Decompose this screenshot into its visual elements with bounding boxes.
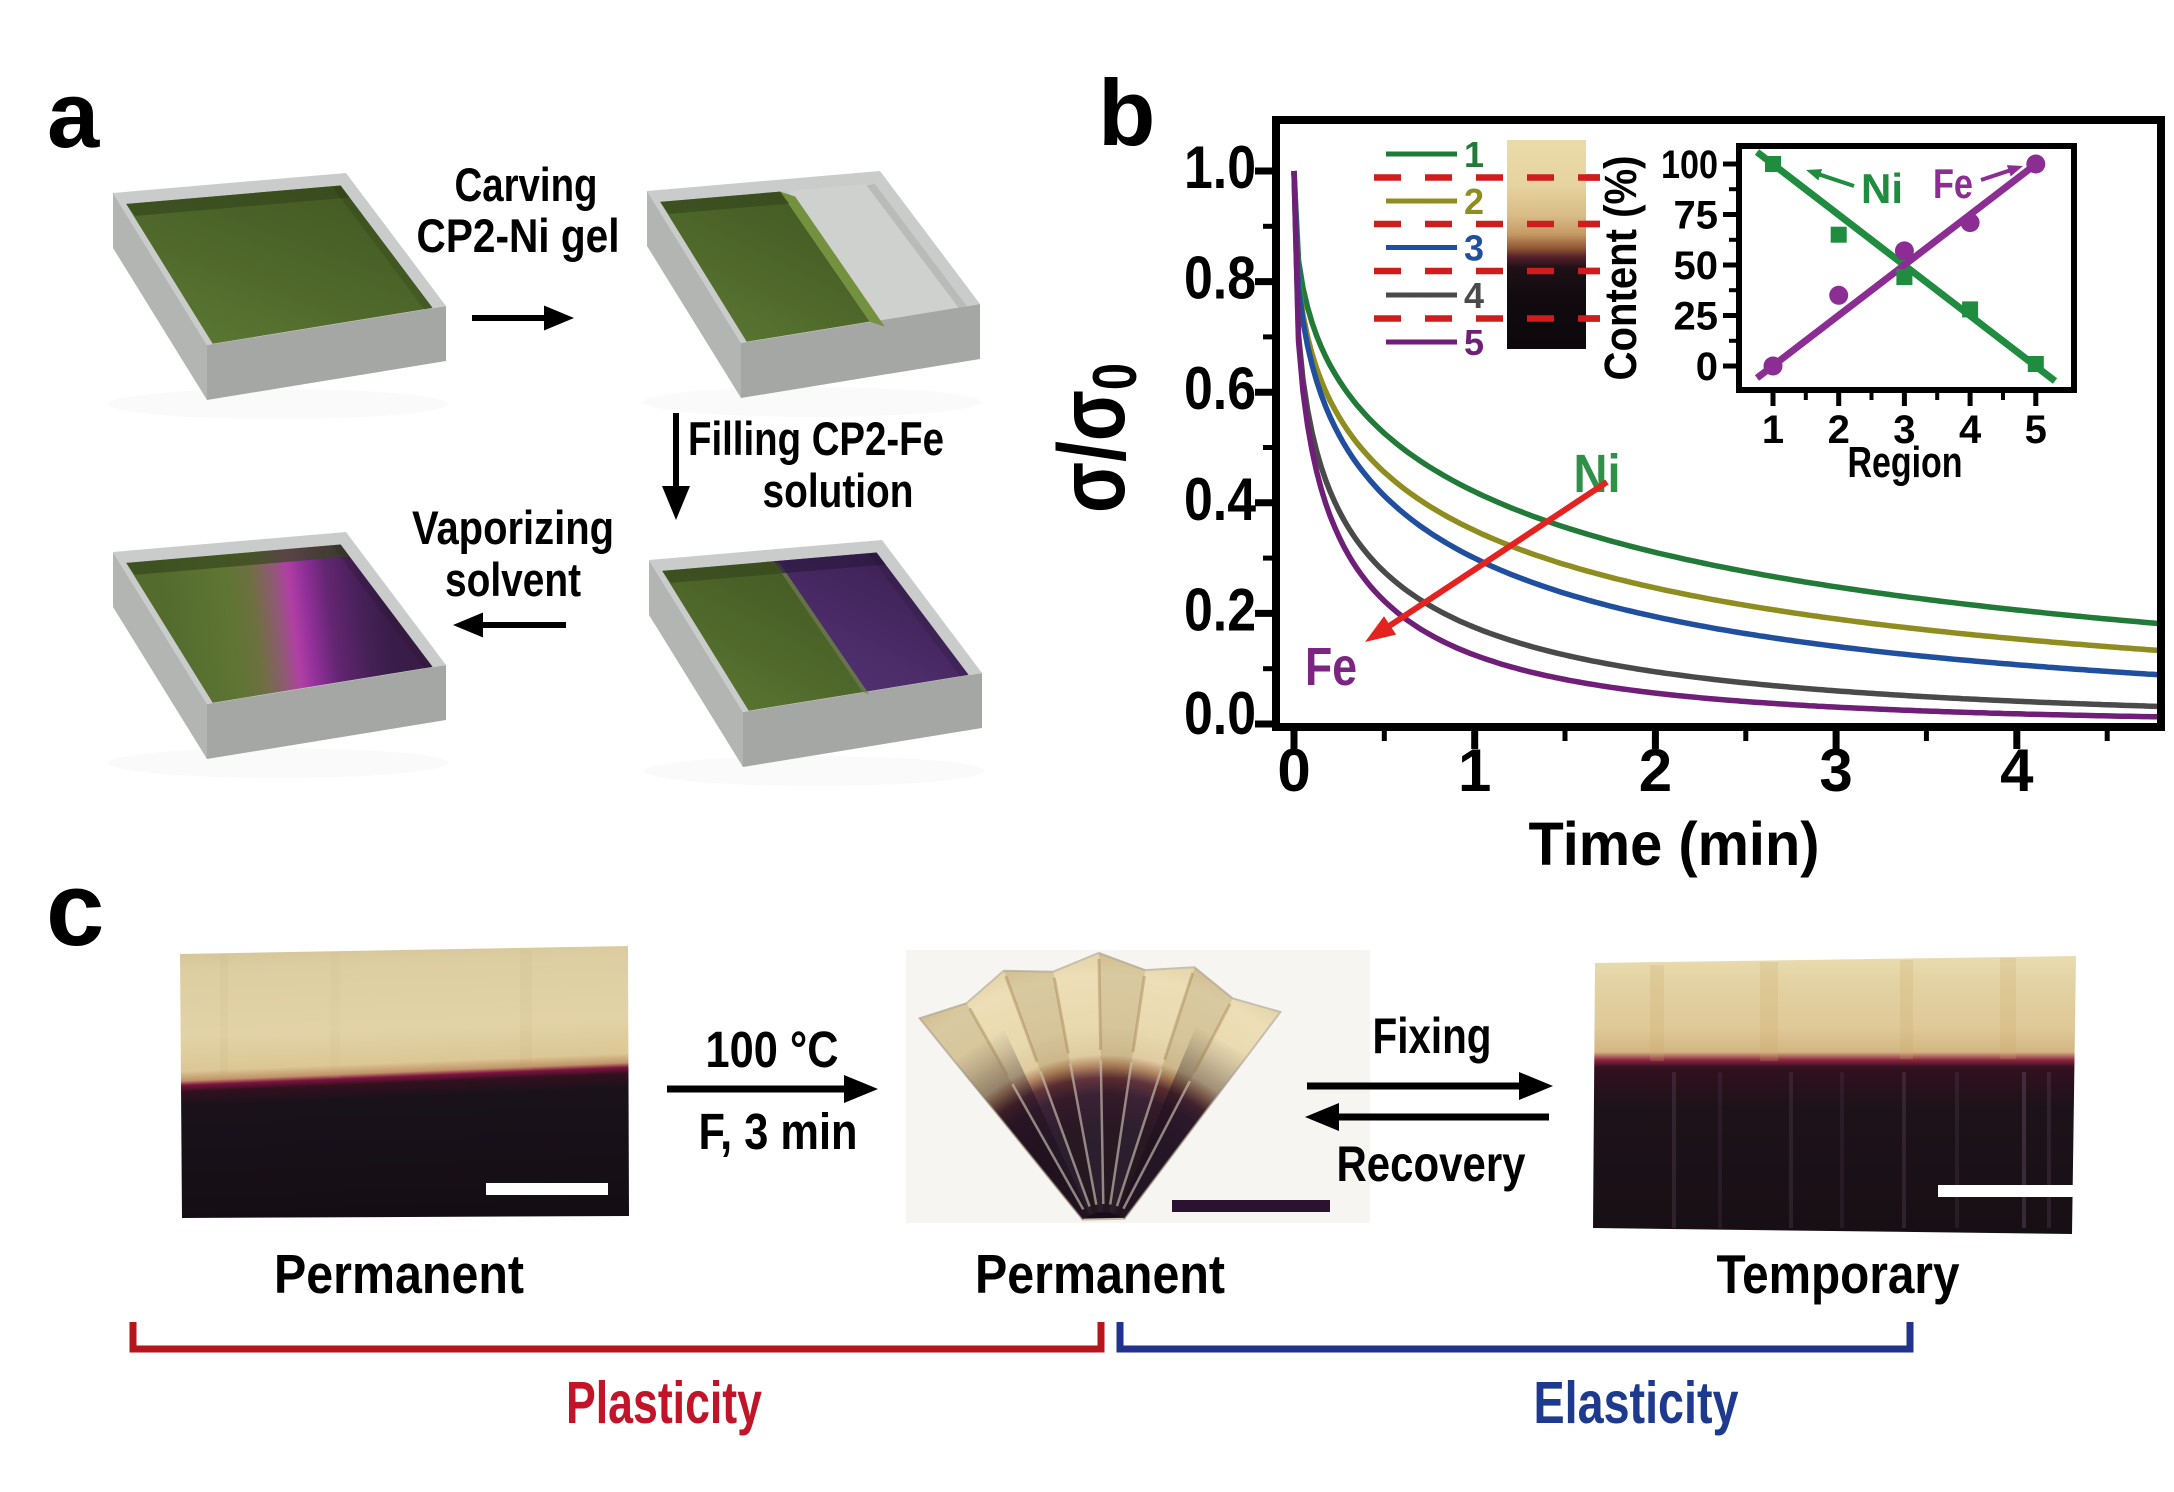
svg-text:0: 0 (1277, 737, 1310, 804)
svg-text:4: 4 (2000, 737, 2034, 804)
svg-text:Fe: Fe (1933, 160, 1973, 207)
svg-text:5: 5 (1464, 322, 1484, 363)
svg-text:0.2: 0.2 (1184, 576, 1256, 643)
svg-text:0.6: 0.6 (1184, 355, 1256, 422)
svg-text:Fe: Fe (1305, 637, 1357, 697)
svg-text:Temporary: Temporary (1717, 1243, 1960, 1305)
svg-text:Elasticity: Elasticity (1534, 1370, 1739, 1436)
svg-text:Filling CP2-Fe: Filling CP2-Fe (688, 412, 944, 465)
svg-text:Region: Region (1848, 438, 1963, 487)
svg-text:c: c (46, 851, 104, 968)
svg-text:1: 1 (1762, 408, 1784, 452)
svg-text:a: a (47, 62, 100, 167)
svg-text:Fixing: Fixing (1373, 1008, 1492, 1064)
svg-text:Content (%): Content (%) (1595, 156, 1646, 381)
svg-text:3: 3 (1893, 408, 1915, 452)
svg-text:4: 4 (1959, 408, 1982, 452)
svg-text:5: 5 (2025, 408, 2047, 452)
svg-text:100 °C: 100 °C (706, 1021, 839, 1078)
svg-text:Carving: Carving (455, 158, 598, 211)
svg-text:Permanent: Permanent (274, 1243, 524, 1305)
svg-text:1: 1 (1458, 737, 1491, 804)
svg-text:0.0: 0.0 (1184, 680, 1256, 747)
svg-text:0: 0 (1696, 345, 1718, 389)
svg-text:Time (min): Time (min) (1529, 810, 1820, 878)
svg-text:25: 25 (1674, 295, 1719, 339)
svg-text:Ni: Ni (1861, 165, 1903, 212)
svg-text:CP2-Ni gel: CP2-Ni gel (417, 209, 620, 262)
svg-text:4: 4 (1464, 275, 1484, 316)
svg-text:1: 1 (1464, 134, 1484, 175)
svg-text:solution: solution (763, 464, 914, 517)
svg-text:Ni: Ni (1574, 444, 1621, 504)
svg-text:50: 50 (1674, 244, 1719, 288)
svg-text:1.0: 1.0 (1184, 134, 1256, 201)
svg-text:75: 75 (1674, 194, 1719, 238)
svg-text:Permanent: Permanent (975, 1243, 1225, 1305)
svg-text:2: 2 (1464, 181, 1484, 222)
svg-text:F, 3 min: F, 3 min (699, 1103, 858, 1160)
svg-text:Recovery: Recovery (1337, 1136, 1526, 1192)
svg-text:3: 3 (1819, 737, 1852, 804)
svg-text:2: 2 (1828, 408, 1850, 452)
svg-text:b: b (1098, 60, 1155, 165)
svg-text:Vaporizing: Vaporizing (412, 501, 614, 554)
svg-text:Plasticity: Plasticity (566, 1370, 762, 1436)
svg-text:2: 2 (1639, 737, 1672, 804)
svg-text:100: 100 (1661, 143, 1718, 187)
svg-text:0.4: 0.4 (1184, 466, 1257, 533)
svg-text:solvent: solvent (445, 553, 581, 606)
svg-text:0.8: 0.8 (1184, 245, 1256, 312)
svg-text:3: 3 (1464, 228, 1484, 269)
